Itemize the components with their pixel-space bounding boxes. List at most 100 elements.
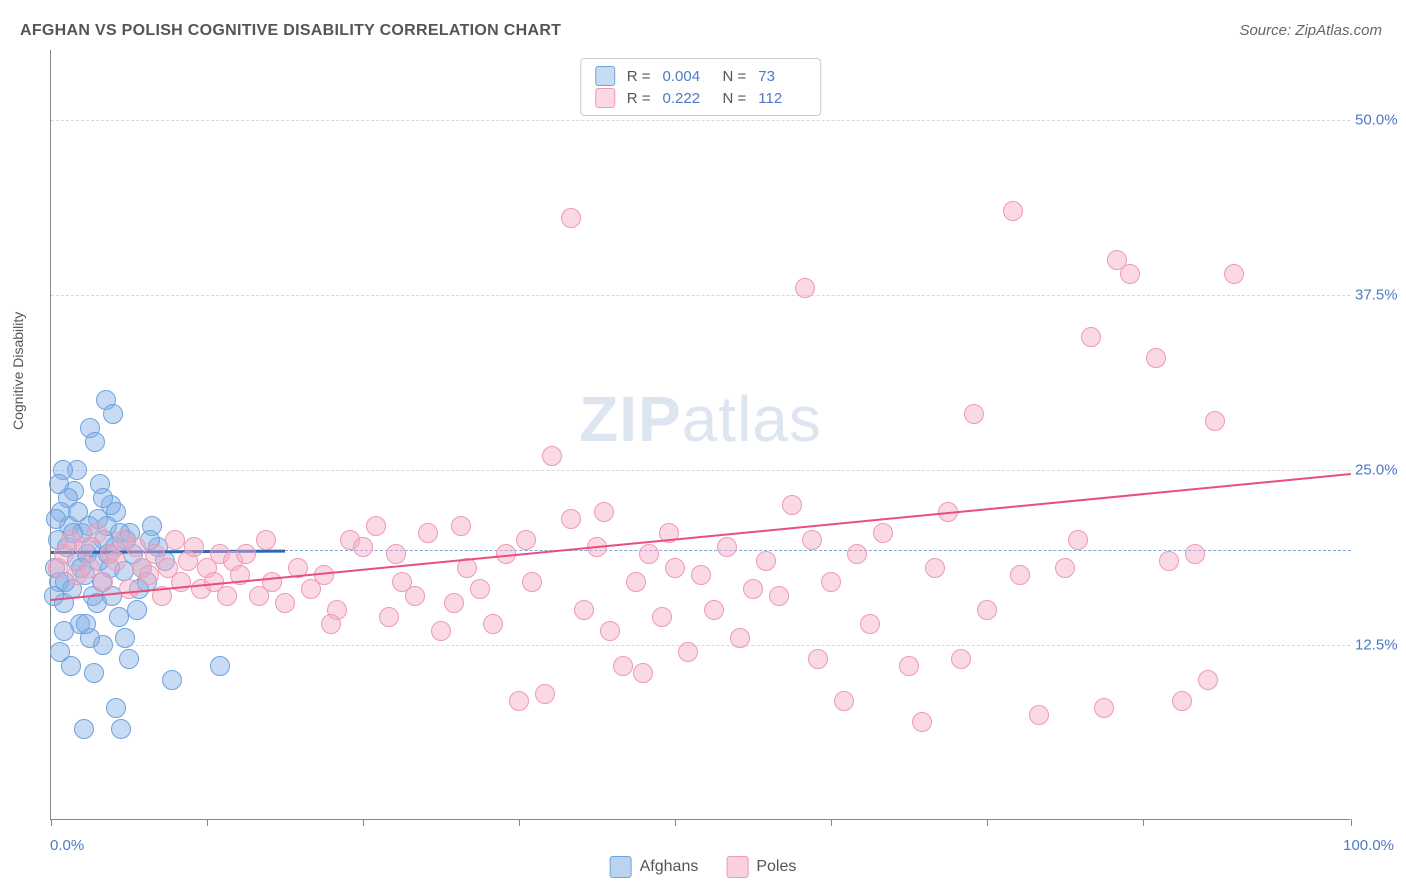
scatter-point (54, 621, 74, 641)
legend-n-label: N = (723, 68, 747, 85)
chart-title: AFGHAN VS POLISH COGNITIVE DISABILITY CO… (20, 22, 561, 40)
scatter-point (49, 474, 69, 494)
scatter-point (1172, 691, 1192, 711)
legend-item-afghans: Afghans (610, 856, 699, 878)
x-tick (1143, 819, 1144, 826)
scatter-point (366, 516, 386, 536)
y-tick-label: 25.0% (1355, 462, 1405, 479)
scatter-point (691, 565, 711, 585)
scatter-point (802, 530, 822, 550)
legend-swatch-poles (595, 88, 615, 108)
scatter-point (626, 572, 646, 592)
scatter-point (1055, 558, 1075, 578)
scatter-point (509, 691, 529, 711)
scatter-point (594, 502, 614, 522)
legend-n-value-poles: 112 (758, 90, 806, 107)
y-tick-label: 37.5% (1355, 287, 1405, 304)
y-tick-label: 12.5% (1355, 637, 1405, 654)
scatter-point (613, 656, 633, 676)
legend-r-label: R = (627, 90, 651, 107)
scatter-point (730, 628, 750, 648)
scatter-point (418, 523, 438, 543)
scatter-point (119, 579, 139, 599)
scatter-point (951, 649, 971, 669)
x-tick (675, 819, 676, 826)
scatter-point (470, 579, 490, 599)
gridline (51, 295, 1350, 296)
scatter-point (574, 600, 594, 620)
scatter-point (109, 607, 129, 627)
legend-row-poles: R = 0.222 N = 112 (595, 87, 807, 109)
watermark-rest: atlas (682, 383, 822, 455)
scatter-point (84, 663, 104, 683)
legend-n-label: N = (723, 90, 747, 107)
scatter-point (1159, 551, 1179, 571)
scatter-point (561, 208, 581, 228)
scatter-point (386, 544, 406, 564)
scatter-point (236, 544, 256, 564)
scatter-point (46, 509, 66, 529)
legend-n-value-afghans: 73 (758, 68, 806, 85)
y-axis-label: Cognitive Disability (10, 312, 26, 430)
scatter-point (165, 530, 185, 550)
scatter-point (379, 607, 399, 627)
scatter-point (1010, 565, 1030, 585)
scatter-point (704, 600, 724, 620)
scatter-point (808, 649, 828, 669)
scatter-point (1029, 705, 1049, 725)
scatter-point (431, 621, 451, 641)
legend-swatch-poles (726, 856, 748, 878)
scatter-point (1068, 530, 1088, 550)
scatter-point (899, 656, 919, 676)
legend-label-afghans: Afghans (640, 858, 699, 875)
scatter-point (321, 614, 341, 634)
scatter-point (678, 642, 698, 662)
scatter-point (126, 537, 146, 557)
scatter-point (1081, 327, 1101, 347)
scatter-point (769, 586, 789, 606)
scatter-point (1205, 411, 1225, 431)
legend-bottom: Afghans Poles (610, 856, 797, 878)
scatter-point (106, 551, 126, 571)
x-tick (987, 819, 988, 826)
scatter-point (847, 544, 867, 564)
legend-r-value-poles: 0.222 (663, 90, 711, 107)
source-credit: Source: ZipAtlas.com (1239, 22, 1382, 39)
scatter-point (639, 544, 659, 564)
x-tick (51, 819, 52, 826)
scatter-point (1198, 670, 1218, 690)
y-tick-label: 50.0% (1355, 112, 1405, 129)
scatter-point (665, 558, 685, 578)
legend-swatch-afghans (610, 856, 632, 878)
scatter-point (860, 614, 880, 634)
scatter-point (1146, 348, 1166, 368)
scatter-point (44, 586, 64, 606)
legend-r-value-afghans: 0.004 (663, 68, 711, 85)
scatter-point (1094, 698, 1114, 718)
watermark: ZIPatlas (579, 382, 822, 456)
scatter-point (119, 649, 139, 669)
scatter-point (873, 523, 893, 543)
scatter-point (821, 572, 841, 592)
scatter-point (977, 600, 997, 620)
scatter-point (1120, 264, 1140, 284)
scatter-point (127, 600, 147, 620)
scatter-point (275, 593, 295, 613)
legend-row-afghans: R = 0.004 N = 73 (595, 65, 807, 87)
gridline (51, 120, 1350, 121)
scatter-point (139, 565, 159, 585)
scatter-point (50, 642, 70, 662)
scatter-point (87, 523, 107, 543)
scatter-point (1003, 201, 1023, 221)
scatter-point (483, 614, 503, 634)
scatter-point (795, 278, 815, 298)
legend-item-poles: Poles (726, 856, 796, 878)
legend-label-poles: Poles (756, 858, 796, 875)
scatter-point (522, 572, 542, 592)
scatter-point (210, 656, 230, 676)
legend-stats: R = 0.004 N = 73 R = 0.222 N = 112 (580, 58, 822, 116)
scatter-point (782, 495, 802, 515)
scatter-point (405, 586, 425, 606)
scatter-point (451, 516, 471, 536)
scatter-point (217, 586, 237, 606)
